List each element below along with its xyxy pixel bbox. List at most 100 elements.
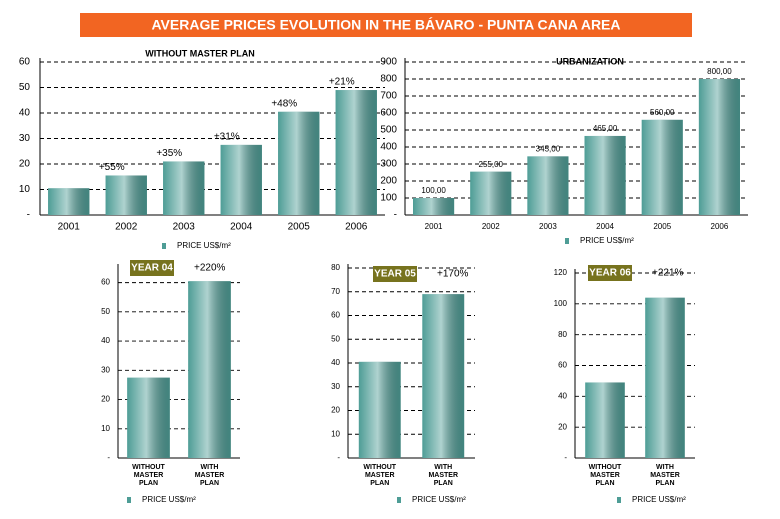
y-tick-label: 80 xyxy=(331,263,340,272)
legend-marker xyxy=(397,497,401,503)
y-tick-label: - xyxy=(564,453,567,462)
x-tick-label: 2006 xyxy=(711,222,729,231)
y-tick-label: 700 xyxy=(380,91,397,102)
legend-label: PRICE US$/m² xyxy=(412,495,466,504)
x-tick-label: WITHOUT MASTER PLAN xyxy=(588,464,622,487)
x-tick-label: 2004 xyxy=(230,222,253,233)
bar-shine xyxy=(584,135,626,215)
y-tick-label: 900 xyxy=(380,57,397,68)
y-tick-label: 80 xyxy=(558,330,567,339)
chart-title: YEAR 06 xyxy=(589,268,631,279)
x-tick-label: 2003 xyxy=(539,222,557,231)
y-tick-label: 10 xyxy=(19,184,31,195)
bar-shine xyxy=(335,90,377,215)
x-tick-label-box: WITH MASTER PLAN xyxy=(428,464,459,487)
y-tick-label: 50 xyxy=(331,334,340,343)
bar-shine xyxy=(358,361,401,458)
y-tick-label: 30 xyxy=(19,133,31,144)
y-tick-label: 200 xyxy=(380,176,397,187)
y-tick-label: - xyxy=(337,453,340,462)
x-tick-label-box: WITHOUT MASTER PLAN xyxy=(588,464,622,487)
chart-title: WITHOUT MASTER PLAN xyxy=(145,48,255,58)
year-badge xyxy=(588,265,632,281)
y-tick-label: 400 xyxy=(380,142,397,153)
y-tick-label: 40 xyxy=(101,336,110,345)
growth-label: +31% xyxy=(214,132,240,143)
legend-label: PRICE US$/m² xyxy=(632,495,686,504)
bar-shine xyxy=(585,382,625,458)
bar-shine xyxy=(188,281,231,458)
growth-annotation: +170% xyxy=(437,269,469,280)
x-tick-label: 2002 xyxy=(482,222,500,231)
y-tick-label: 600 xyxy=(380,108,397,119)
chart-title: URBANIZATION xyxy=(556,56,624,66)
y-tick-label: 20 xyxy=(19,159,31,170)
legend-label: PRICE US$/m² xyxy=(142,495,196,504)
y-tick-label: 60 xyxy=(19,57,31,68)
value-label: 560,00 xyxy=(650,108,675,117)
y-tick-label: 20 xyxy=(331,406,340,415)
y-tick-label: 30 xyxy=(331,382,340,391)
y-tick-label: 50 xyxy=(19,82,31,93)
x-tick-label: 2001 xyxy=(58,222,81,233)
y-tick-label: 800 xyxy=(380,74,397,85)
growth-annotation: +221% xyxy=(652,268,684,279)
value-label: 800,00 xyxy=(707,67,732,76)
bar-shine xyxy=(220,144,262,215)
bar-shine xyxy=(527,156,569,215)
bar-shine xyxy=(422,294,465,458)
value-label: 255,00 xyxy=(479,160,504,169)
y-tick-label: - xyxy=(394,210,397,221)
value-label: 345,00 xyxy=(536,144,561,153)
x-tick-label: WITH MASTER PLAN xyxy=(650,464,680,487)
x-tick-label-box: WITH MASTER PLAN xyxy=(194,464,225,487)
legend-label: PRICE US$/m² xyxy=(177,241,231,250)
bar-shine xyxy=(48,188,90,215)
legend-label: PRICE US$/m² xyxy=(580,236,634,245)
growth-label: +21% xyxy=(329,77,355,88)
y-tick-label: 10 xyxy=(331,429,340,438)
y-tick-label: 40 xyxy=(19,108,31,119)
x-tick-label: 2005 xyxy=(288,222,311,233)
bar-shine xyxy=(641,119,683,215)
year-badge xyxy=(130,260,174,276)
y-tick-label: - xyxy=(27,210,30,221)
x-tick-label: WITH MASTER PLAN xyxy=(428,464,459,487)
bar-shine xyxy=(105,175,147,215)
y-tick-label: 20 xyxy=(101,395,110,404)
x-tick-label-box: WITH MASTER PLAN xyxy=(650,464,680,487)
chart-title: YEAR 04 xyxy=(131,263,173,274)
x-tick-label: WITHOUT MASTER PLAN xyxy=(363,464,397,487)
y-tick-label: 60 xyxy=(331,311,340,320)
y-tick-label: 60 xyxy=(101,278,110,287)
growth-label: +48% xyxy=(271,98,297,109)
bar-shine xyxy=(698,79,740,215)
x-tick-label: 2006 xyxy=(345,222,368,233)
y-tick-label: 60 xyxy=(558,361,567,370)
x-tick-label: WITHOUT MASTER PLAN xyxy=(132,464,165,487)
x-tick-label: 2003 xyxy=(173,222,196,233)
x-tick-label: WITH MASTER PLAN xyxy=(194,464,225,487)
growth-annotation: +220% xyxy=(194,263,226,274)
x-tick-label-box: WITHOUT MASTER PLAN xyxy=(363,464,397,487)
bar-shine xyxy=(278,111,320,215)
legend-marker xyxy=(162,243,166,249)
y-tick-label: 10 xyxy=(101,424,110,433)
x-tick-label: 2002 xyxy=(115,222,138,233)
x-tick-label: 2004 xyxy=(596,222,614,231)
growth-label: +35% xyxy=(156,148,182,159)
legend-marker xyxy=(127,497,131,503)
title-banner xyxy=(80,13,692,37)
x-tick-label: 2005 xyxy=(653,222,671,231)
value-label: 100,00 xyxy=(421,186,446,195)
y-tick-label: - xyxy=(107,453,110,462)
bar-shine xyxy=(413,198,455,215)
bar-shine xyxy=(163,161,205,215)
value-label: 465,00 xyxy=(593,124,618,133)
page-title: AVERAGE PRICES EVOLUTION IN THE BÁVARO -… xyxy=(151,17,620,33)
y-tick-label: 20 xyxy=(558,422,567,431)
year-badge xyxy=(373,266,417,282)
bar-shine xyxy=(645,297,685,458)
bar-shine xyxy=(470,171,512,215)
y-tick-label: 70 xyxy=(331,287,340,296)
